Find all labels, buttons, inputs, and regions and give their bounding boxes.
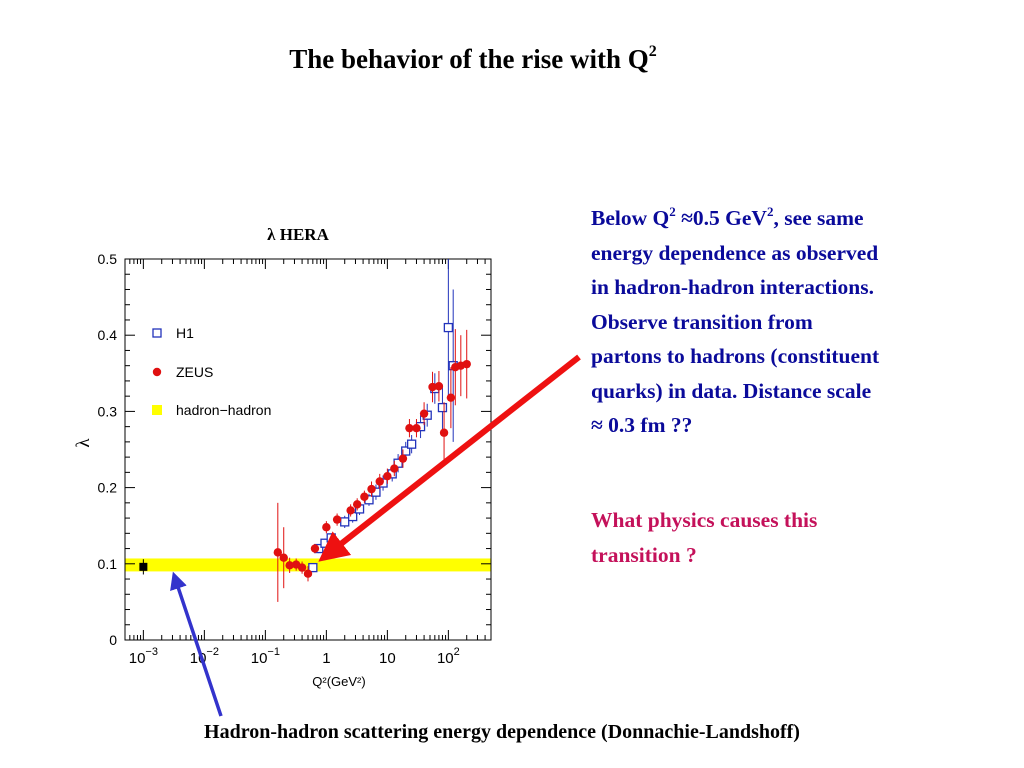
h1-point: [326, 533, 336, 543]
plot-frame: [124, 258, 492, 641]
y-axis-label: λ: [73, 438, 94, 448]
h1-point: [443, 322, 454, 333]
h1-point: [340, 517, 350, 527]
zeus-point: [375, 477, 384, 486]
zeus-point: [390, 464, 399, 473]
hadron-point: [139, 562, 148, 571]
explanation-line-1-sup2: 2: [766, 204, 774, 219]
zeus-point: [428, 382, 437, 392]
zeus-point: [405, 423, 414, 433]
legend-h1-label: H1: [176, 325, 194, 341]
zeus-point: [285, 561, 294, 570]
explanation-line-3: in hadron-hadron interactions.: [591, 275, 874, 300]
zeus-point: [352, 500, 362, 509]
legend-zeus-label: ZEUS: [176, 364, 213, 380]
page-title: The behavior of the rise with Q2: [0, 43, 946, 75]
red-annotation-arrow: [318, 354, 581, 562]
zeus-point: [383, 471, 392, 481]
page-title-text: The behavior of the rise with Q: [289, 44, 649, 74]
zeus-point: [412, 423, 421, 433]
y-tick-label: 0.5: [98, 251, 118, 267]
zeus-point: [439, 428, 449, 437]
x-axis-label: Q²(GeV²): [312, 674, 365, 689]
x-tick-label: 10−1: [251, 646, 280, 667]
question-line-2: transition ?: [591, 542, 697, 567]
y-tick-label: 0.1: [98, 556, 118, 572]
y-tick-label: 0.2: [98, 480, 118, 496]
h1-point: [406, 439, 417, 449]
y-tick-label: 0.3: [98, 403, 118, 419]
explanation-line-2: energy dependence as observed: [591, 240, 879, 265]
chart-title: λ HERA: [267, 225, 329, 244]
zeus-point: [279, 553, 288, 562]
explanation-line-4: Observe transition from: [591, 309, 813, 334]
zeus-point: [297, 563, 307, 572]
zeus-point: [360, 492, 369, 501]
question-line-1: What physics causes this: [591, 508, 818, 532]
zeus-point: [398, 454, 408, 463]
explanation-line-7: ≈ 0.3 fm ??: [591, 413, 693, 438]
zeus-point: [273, 548, 283, 557]
explanation-text: Below Q2 ≈0.5 GeV2, see same energy depe…: [591, 196, 991, 443]
h1-point: [308, 562, 318, 573]
explanation-line-1-a: Below Q: [591, 206, 670, 231]
y-tick-label: 0: [109, 632, 117, 648]
legend-h1-marker: [152, 328, 162, 338]
zeus-point: [303, 569, 313, 578]
zeus-point: [346, 506, 355, 515]
zeus-point: [332, 515, 342, 524]
hadron-band: [125, 558, 491, 572]
bottom-caption: Hadron-hadron scattering energy dependen…: [204, 721, 800, 743]
explanation-line-6: quarks) in data. Distance scale: [591, 378, 872, 403]
x-tick-label: 1: [322, 650, 330, 667]
legend-hadron-label: hadron−hadron: [176, 402, 271, 418]
y-tick-label: 0.4: [98, 327, 118, 343]
blue-annotation-arrow: [170, 571, 223, 717]
zeus-point: [462, 359, 471, 369]
x-tick-label: 102: [437, 646, 460, 667]
explanation-line-1-b: ≈0.5 GeV: [675, 206, 767, 231]
explanation-line-1: Below Q2 ≈0.5 GeV2, see same: [591, 196, 991, 236]
zeus-point: [446, 393, 456, 402]
x-tick-label: 10−3: [129, 646, 158, 667]
zeus-point: [310, 544, 320, 553]
question-text: What physics causes this transition ?: [591, 503, 991, 572]
explanation-line-1-c: , see same: [773, 206, 864, 231]
zeus-point: [322, 523, 331, 532]
explanation-line-5: partons to hadrons (constituent: [591, 344, 880, 369]
legend-hadron-marker: [152, 405, 162, 415]
x-tick-label: 10: [379, 650, 396, 667]
zeus-point: [419, 409, 429, 418]
explanation-line-1-sup1: 2: [669, 204, 676, 219]
zeus-point: [434, 382, 444, 391]
page-title-superscript: 2: [648, 43, 657, 60]
zeus-point: [367, 484, 376, 494]
legend-zeus-marker: [152, 367, 162, 377]
h1-point: [437, 402, 448, 413]
h1-point: [401, 446, 411, 456]
